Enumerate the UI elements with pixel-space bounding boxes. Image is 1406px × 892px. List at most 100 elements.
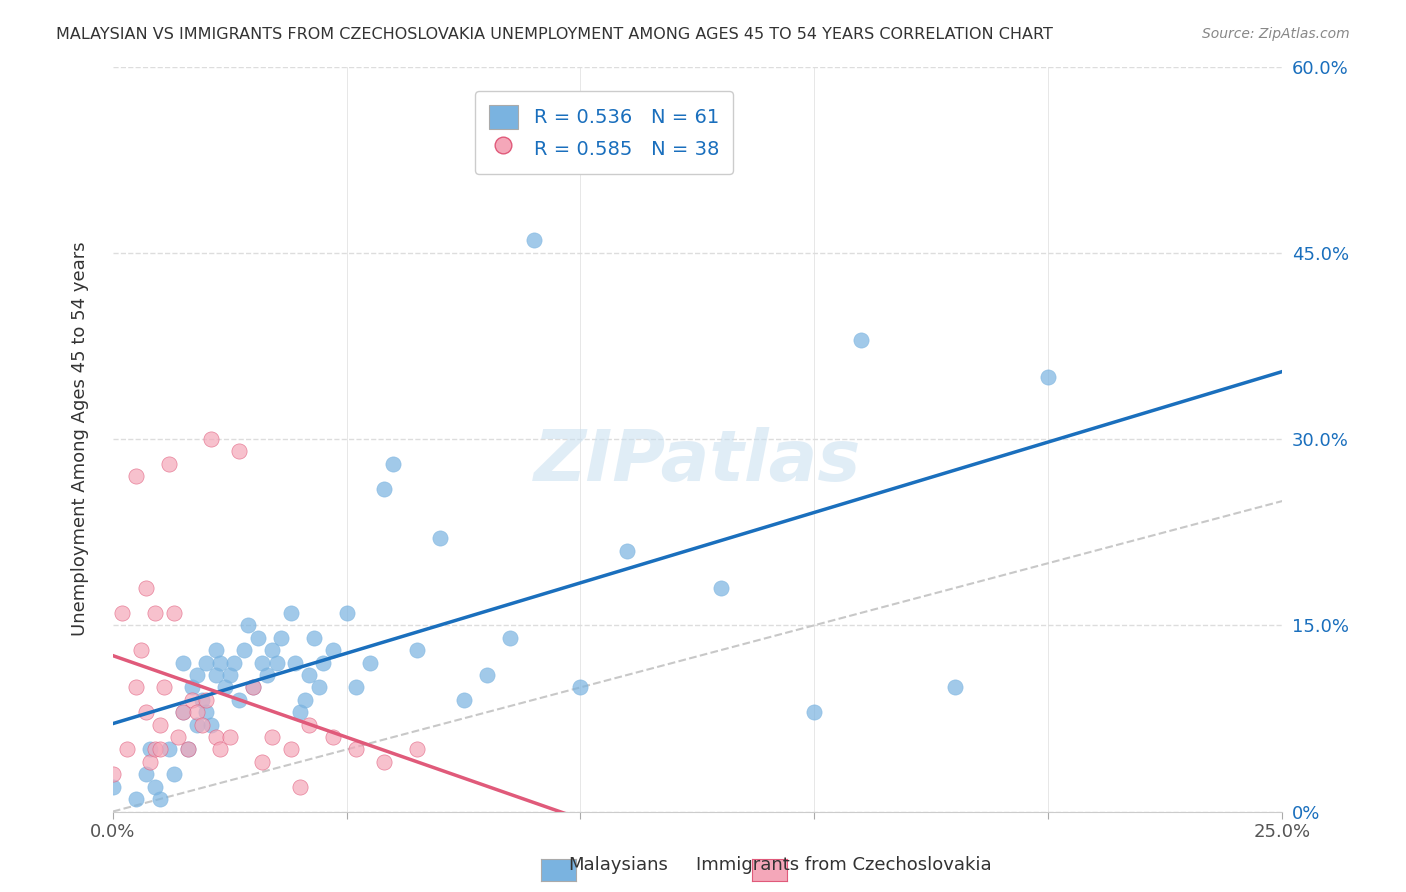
Point <box>190 693 212 707</box>
Point <box>143 742 166 756</box>
Point <box>382 457 405 471</box>
Point <box>115 742 138 756</box>
Point <box>224 656 246 670</box>
Point <box>135 767 157 781</box>
Point <box>209 742 232 756</box>
Point <box>195 693 218 707</box>
Point <box>298 668 321 682</box>
Point <box>195 705 218 719</box>
Point <box>252 656 274 670</box>
Point <box>176 742 198 756</box>
Point <box>499 631 522 645</box>
Point <box>181 693 204 707</box>
Point <box>139 755 162 769</box>
Text: MALAYSIAN VS IMMIGRANTS FROM CZECHOSLOVAKIA UNEMPLOYMENT AMONG AGES 45 TO 54 YEA: MALAYSIAN VS IMMIGRANTS FROM CZECHOSLOVA… <box>56 27 1053 42</box>
Point <box>143 606 166 620</box>
Point <box>129 643 152 657</box>
Point <box>153 681 176 695</box>
Point <box>616 543 638 558</box>
Point <box>101 767 124 781</box>
Point <box>260 643 283 657</box>
Point <box>209 656 232 670</box>
Point <box>280 606 302 620</box>
Point <box>943 681 966 695</box>
Point <box>167 730 190 744</box>
Text: Source: ZipAtlas.com: Source: ZipAtlas.com <box>1202 27 1350 41</box>
Point <box>336 606 359 620</box>
Point <box>252 755 274 769</box>
Point <box>149 717 172 731</box>
Point <box>312 656 335 670</box>
Point <box>266 656 288 670</box>
Point <box>429 532 451 546</box>
Point <box>176 742 198 756</box>
Point <box>308 681 330 695</box>
Point <box>157 457 180 471</box>
Point <box>359 656 381 670</box>
Point <box>139 742 162 756</box>
Point <box>242 681 264 695</box>
Point <box>204 643 226 657</box>
Point <box>475 668 498 682</box>
Point <box>242 681 264 695</box>
Point <box>322 730 344 744</box>
Point <box>214 681 236 695</box>
Point <box>135 581 157 595</box>
Point <box>186 717 208 731</box>
Legend: R = 0.536   N = 61, R = 0.585   N = 38: R = 0.536 N = 61, R = 0.585 N = 38 <box>475 91 733 174</box>
Point <box>125 469 148 483</box>
Point <box>172 705 194 719</box>
Point <box>288 705 311 719</box>
Point <box>125 792 148 806</box>
Point <box>405 742 427 756</box>
Point <box>270 631 292 645</box>
Point <box>163 606 186 620</box>
Point <box>298 717 321 731</box>
Point <box>569 681 592 695</box>
Text: Malaysians: Malaysians <box>568 855 669 873</box>
Y-axis label: Unemployment Among Ages 45 to 54 years: Unemployment Among Ages 45 to 54 years <box>72 242 89 636</box>
Text: Immigrants from Czechoslovakia: Immigrants from Czechoslovakia <box>696 855 991 873</box>
Point <box>186 668 208 682</box>
Point <box>246 631 269 645</box>
Point <box>238 618 260 632</box>
Point <box>101 780 124 794</box>
Point <box>523 234 546 248</box>
Point <box>803 705 825 719</box>
Point <box>149 742 172 756</box>
Point <box>157 742 180 756</box>
Point <box>163 767 186 781</box>
Point <box>218 730 240 744</box>
Point <box>200 717 222 731</box>
Point <box>149 792 172 806</box>
Point <box>294 693 316 707</box>
Point <box>204 730 226 744</box>
Point <box>195 656 218 670</box>
Point <box>228 693 250 707</box>
Point <box>200 432 222 446</box>
Point <box>344 681 367 695</box>
Point <box>280 742 302 756</box>
Point <box>302 631 325 645</box>
Point <box>186 705 208 719</box>
Point <box>125 681 148 695</box>
Point <box>373 755 395 769</box>
Point <box>143 780 166 794</box>
Point <box>288 780 311 794</box>
Point <box>260 730 283 744</box>
Point <box>218 668 240 682</box>
Point <box>232 643 254 657</box>
Point <box>710 581 733 595</box>
Point <box>373 482 395 496</box>
Point <box>1036 370 1059 384</box>
Point <box>849 333 872 347</box>
Point <box>256 668 278 682</box>
Point <box>405 643 427 657</box>
Point <box>344 742 367 756</box>
Point <box>228 444 250 458</box>
Point <box>172 656 194 670</box>
Point <box>111 606 134 620</box>
Point <box>453 693 475 707</box>
Point <box>190 717 212 731</box>
Point <box>181 681 204 695</box>
